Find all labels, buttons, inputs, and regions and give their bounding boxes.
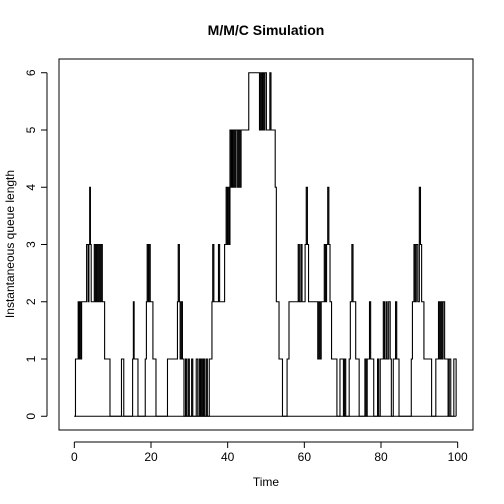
x-tick-label: 100: [448, 450, 468, 464]
plot-frame: [58, 58, 474, 431]
series-line: [74, 72, 457, 417]
x-tick-label: 80: [374, 450, 388, 464]
y-tick-label: 2: [24, 298, 38, 305]
x-tick-label: 40: [221, 450, 235, 464]
x-axis: 0 20 40 60 80 100: [71, 441, 468, 464]
y-tick-label: 4: [24, 184, 38, 191]
y-tick-label: 1: [24, 355, 38, 362]
y-axis-label: Instantaneous queue length: [3, 170, 17, 318]
x-tick-label: 0: [71, 450, 78, 464]
y-tick-label: 3: [24, 241, 38, 248]
y-tick-label: 5: [24, 126, 38, 133]
x-tick-label: 60: [298, 450, 312, 464]
series-layer: [74, 72, 457, 417]
x-tick-label: 20: [144, 450, 158, 464]
x-axis-label: Time: [253, 475, 280, 489]
y-tick-label: 6: [24, 69, 38, 76]
chart-title: M/M/C Simulation: [208, 22, 325, 38]
y-tick-label: 0: [24, 413, 38, 420]
y-axis: 0 1 2 3 4 5 6: [24, 69, 48, 420]
